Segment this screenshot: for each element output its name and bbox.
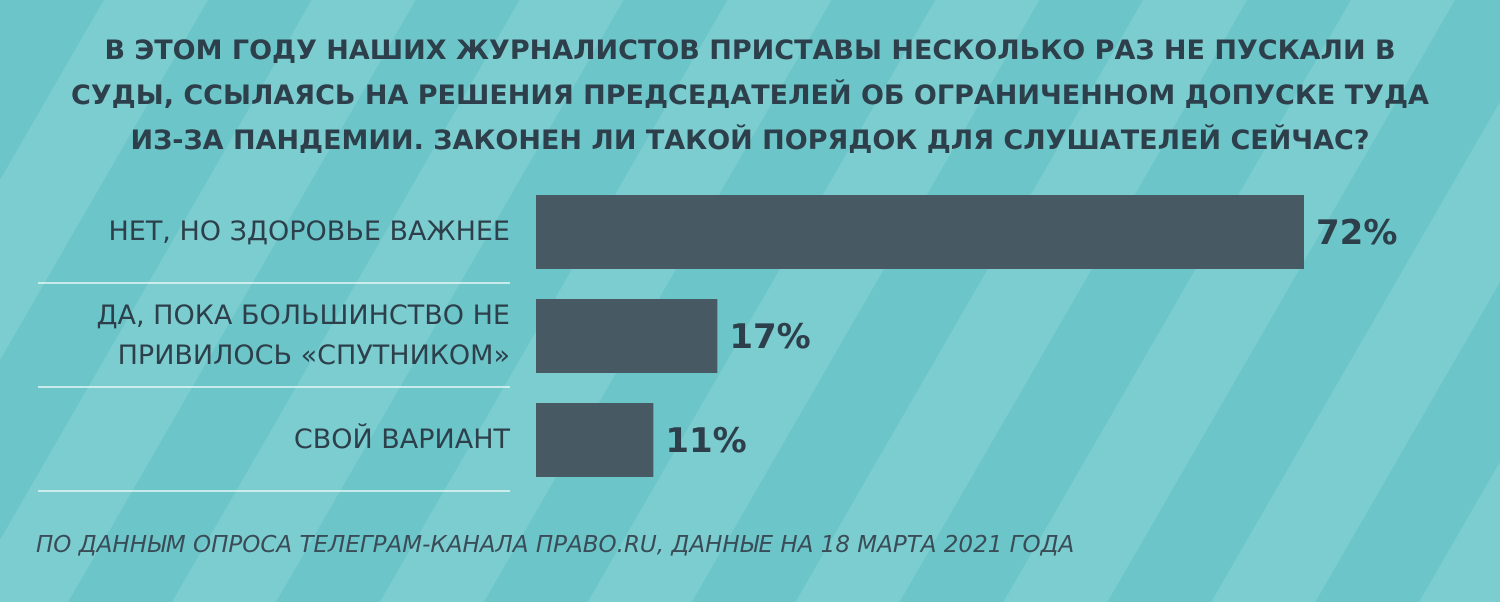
value-label: 17%	[729, 317, 810, 357]
category-label: ДА, ПОКА БОЛЬШИНСТВО НЕ ПРИВИЛОСЬ «СПУТН…	[96, 300, 510, 371]
source-note: ПО ДАННЫМ ОПРОСА ТЕЛЕГРАМ-КАНАЛА ПРАВО.R…	[36, 532, 1075, 558]
value-label: 72%	[1316, 213, 1397, 253]
category-label: СВОЙ ВАРИАНТ	[293, 424, 510, 455]
bar	[536, 195, 1304, 269]
chart-title: В ЭТОМ ГОДУ НАШИХ ЖУРНАЛИСТОВ ПРИСТАВЫ Н…	[71, 35, 1429, 156]
bar	[536, 403, 654, 477]
category-label: НЕТ, НО ЗДОРОВЬЕ ВАЖНЕЕ	[108, 216, 510, 247]
bar	[536, 299, 718, 373]
value-label: 11%	[665, 421, 746, 461]
